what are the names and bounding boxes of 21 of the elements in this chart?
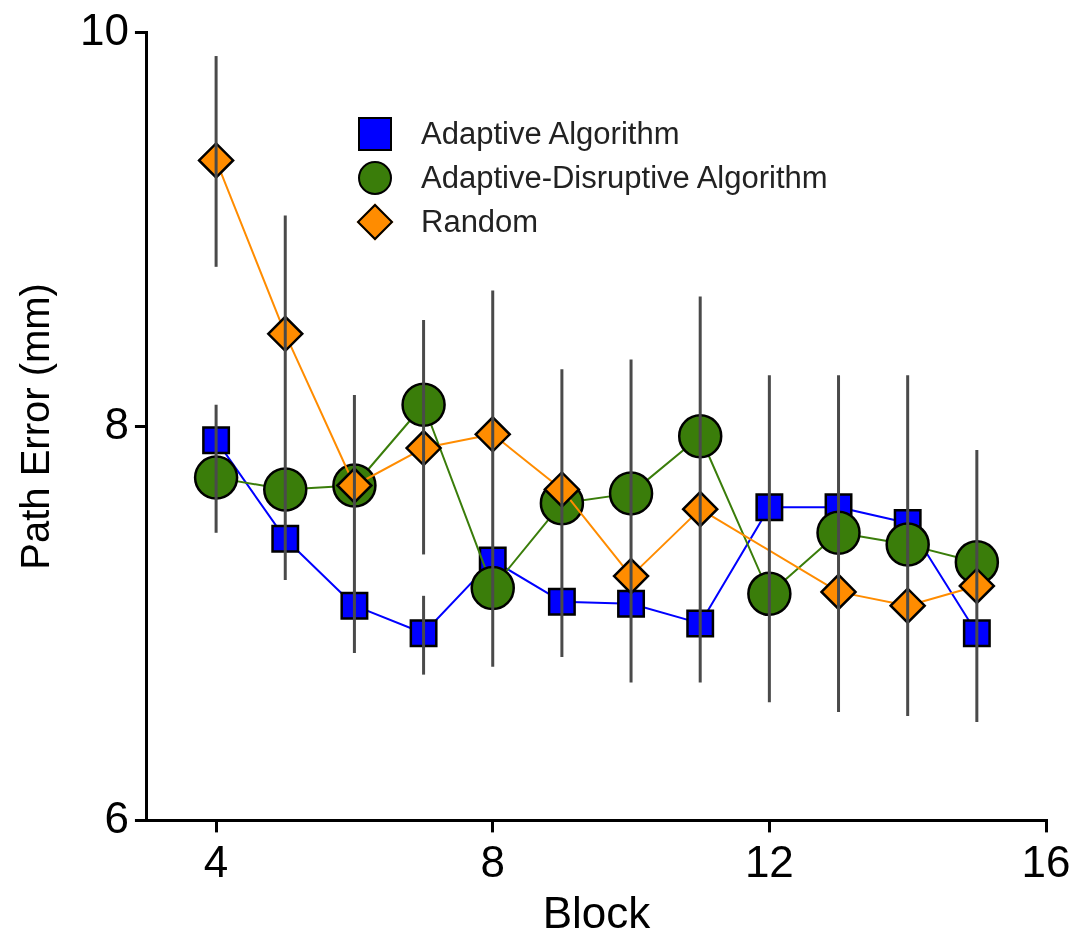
x-tick-label: 4 [203, 836, 229, 886]
y-tick-label: 8 [104, 398, 129, 448]
point [677, 414, 723, 459]
x-tick-label: 12 [744, 836, 794, 886]
legend-label: Random [421, 204, 539, 240]
x-tick-label: 16 [1021, 836, 1071, 886]
y-tick-label: 10 [79, 4, 129, 54]
point [885, 522, 930, 567]
point [608, 471, 654, 516]
y-axis-title: Path Error (mm) [13, 283, 58, 570]
point [401, 382, 446, 427]
legend-label: Adaptive-Disruptive Algorithm [421, 160, 828, 196]
legend-label: Adaptive Algorithm [421, 116, 680, 152]
x-tick-label: 8 [480, 836, 505, 886]
point [816, 510, 861, 556]
x-axis-title: Block [542, 887, 652, 937]
point [263, 467, 308, 512]
point [747, 571, 792, 617]
point [193, 455, 239, 500]
point [470, 565, 515, 611]
y-tick-label: 6 [104, 792, 129, 842]
